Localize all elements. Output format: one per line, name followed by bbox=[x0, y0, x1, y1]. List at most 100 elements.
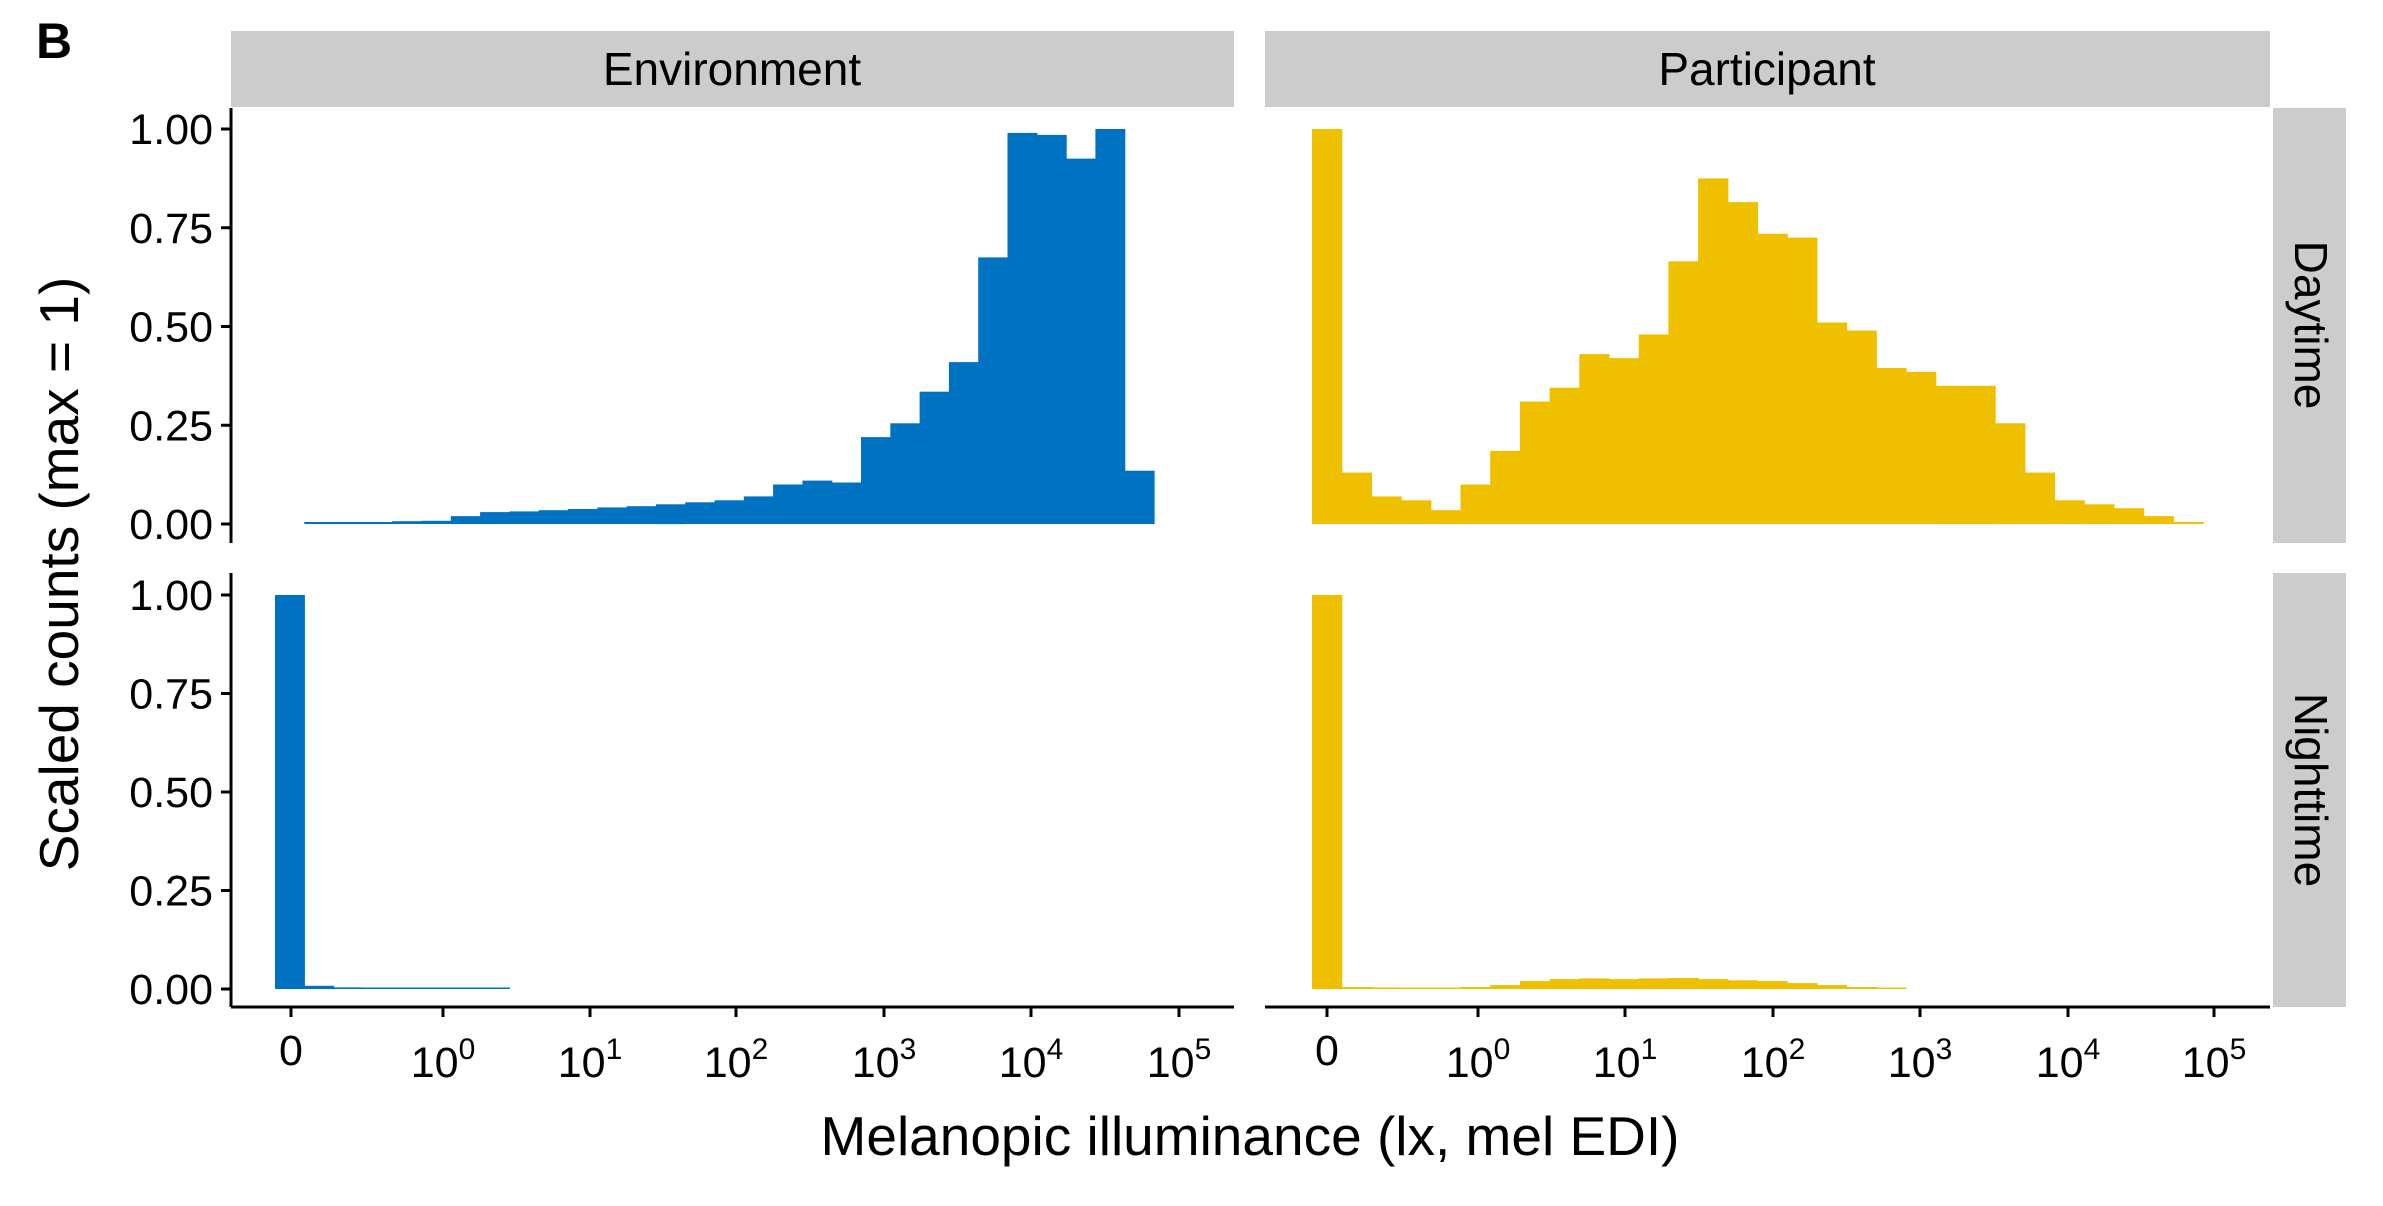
histogram-bar bbox=[948, 362, 979, 524]
histogram-bar bbox=[1095, 129, 1126, 524]
histogram-bar bbox=[1727, 202, 1759, 524]
histogram-bar bbox=[1995, 423, 2026, 524]
y-tick-label: 0.75 bbox=[129, 671, 213, 719]
histogram-bar bbox=[743, 496, 774, 524]
histogram-bar bbox=[1401, 987, 1432, 989]
panel-participant-nighttime bbox=[1312, 595, 1907, 989]
histogram-bar bbox=[1638, 334, 1669, 524]
histogram-bar bbox=[1638, 978, 1669, 989]
x-tick-label: 0 bbox=[1315, 1027, 1339, 1075]
histogram-bar bbox=[1876, 368, 1907, 524]
histogram-bar bbox=[1066, 158, 1096, 524]
y-tick-label: 0.00 bbox=[129, 501, 213, 549]
histogram-bar bbox=[1490, 450, 1521, 524]
y-axis-title: Scaled counts (max = 1) bbox=[28, 277, 90, 872]
histogram-bar bbox=[890, 423, 921, 524]
y-tick-label: 0.00 bbox=[129, 966, 213, 1014]
histogram-bar bbox=[1965, 385, 1996, 525]
histogram-bar bbox=[480, 512, 510, 524]
histogram-bar bbox=[421, 987, 452, 989]
histogram-bar bbox=[1609, 358, 1640, 524]
histogram-bar bbox=[1430, 987, 1462, 989]
histogram-bar bbox=[333, 522, 364, 524]
histogram-bar bbox=[450, 516, 481, 524]
y-tick-label: 0.25 bbox=[129, 402, 213, 450]
histogram-bar bbox=[480, 987, 510, 989]
histogram-bar bbox=[1609, 979, 1640, 989]
histogram-bar bbox=[2113, 508, 2145, 524]
histogram-bar bbox=[1668, 261, 1699, 524]
histogram-bar bbox=[2054, 500, 2085, 524]
histogram-bar bbox=[509, 511, 540, 524]
x-tick-label: 102 bbox=[1741, 1033, 1806, 1087]
histogram-bar bbox=[1519, 401, 1551, 524]
x-tick-label: 103 bbox=[1888, 1033, 1953, 1087]
x-tick-label: 0 bbox=[279, 1027, 303, 1075]
histogram-bar bbox=[1312, 595, 1343, 989]
histogram-bar bbox=[655, 504, 686, 525]
histogram-bar bbox=[1698, 178, 1729, 524]
histogram-bar bbox=[1036, 134, 1067, 524]
panel-participant-daytime bbox=[1312, 129, 2204, 525]
histogram-bar bbox=[362, 522, 393, 524]
histogram-bar bbox=[1757, 233, 1788, 524]
histogram-bar bbox=[1876, 987, 1907, 989]
histogram-bar bbox=[304, 522, 335, 524]
facet-strip-label-environment: Environment bbox=[603, 43, 861, 95]
histogram-bar bbox=[1460, 987, 1491, 989]
histogram-bar bbox=[2173, 522, 2204, 524]
facet-strip-label-nighttime: Nighttime bbox=[2285, 693, 2337, 887]
histogram-bar bbox=[392, 521, 423, 524]
histogram-bar bbox=[538, 510, 569, 524]
x-tick-label: 102 bbox=[704, 1033, 769, 1087]
histogram-bar bbox=[1430, 510, 1462, 524]
histogram-bar bbox=[1906, 371, 1937, 524]
panel-environment-nighttime bbox=[275, 595, 510, 989]
histogram-bar bbox=[831, 482, 862, 524]
x-tick-label: 104 bbox=[999, 1033, 1064, 1087]
histogram-bar bbox=[626, 506, 657, 524]
histogram-bar bbox=[333, 987, 364, 989]
histogram-bar bbox=[1519, 981, 1551, 989]
facet-strip-environment: Environment bbox=[231, 31, 1234, 107]
histogram-bar bbox=[1371, 496, 1402, 524]
y-tick-label: 1.00 bbox=[129, 106, 213, 154]
histogram-bar bbox=[685, 502, 716, 524]
histogram-bar bbox=[1579, 354, 1610, 524]
histogram-bar bbox=[1460, 484, 1491, 524]
histogram-bar bbox=[2143, 516, 2174, 524]
histogram-bar bbox=[392, 987, 423, 989]
x-axis-title: Melanopic illuminance (lx, mel EDI) bbox=[821, 1105, 1680, 1167]
facet-strip-nighttime: Nighttime bbox=[2273, 573, 2346, 1007]
x-tick-label: 105 bbox=[1147, 1033, 1212, 1087]
histogram-bar bbox=[1935, 385, 1966, 525]
histogram-bar bbox=[773, 484, 803, 524]
histogram-bar bbox=[1816, 322, 1848, 524]
panel-environment-daytime bbox=[304, 129, 1155, 525]
histogram-bar bbox=[1549, 979, 1580, 989]
facet-strip-participant: Participant bbox=[1265, 31, 2270, 107]
histogram-bar bbox=[1757, 981, 1788, 989]
histogram-bar bbox=[1787, 237, 1818, 524]
histogram-bar bbox=[861, 437, 891, 524]
histogram-bar bbox=[1549, 387, 1580, 524]
histogram-bar bbox=[1007, 132, 1038, 524]
histogram-bar bbox=[275, 595, 305, 989]
histogram-bar bbox=[1341, 472, 1372, 524]
histogram-bar bbox=[450, 987, 481, 989]
histogram-bar bbox=[2084, 504, 2115, 525]
y-tick-label: 1.00 bbox=[129, 572, 213, 620]
histogram-bar bbox=[919, 391, 950, 524]
panel-tag: B bbox=[36, 13, 72, 69]
histogram-bar bbox=[597, 507, 628, 524]
facet-strip-label-participant: Participant bbox=[1658, 43, 1876, 95]
histogram-bar bbox=[714, 500, 745, 524]
facet-strip-label-daytime: Daytime bbox=[2285, 241, 2337, 410]
facet-strip-daytime: Daytime bbox=[2273, 108, 2346, 543]
histogram-bar bbox=[1846, 330, 1877, 524]
histogram-bar bbox=[1846, 987, 1877, 989]
histogram-bar bbox=[802, 480, 833, 524]
y-tick-label: 0.50 bbox=[129, 304, 213, 352]
histogram-bar bbox=[304, 985, 335, 989]
